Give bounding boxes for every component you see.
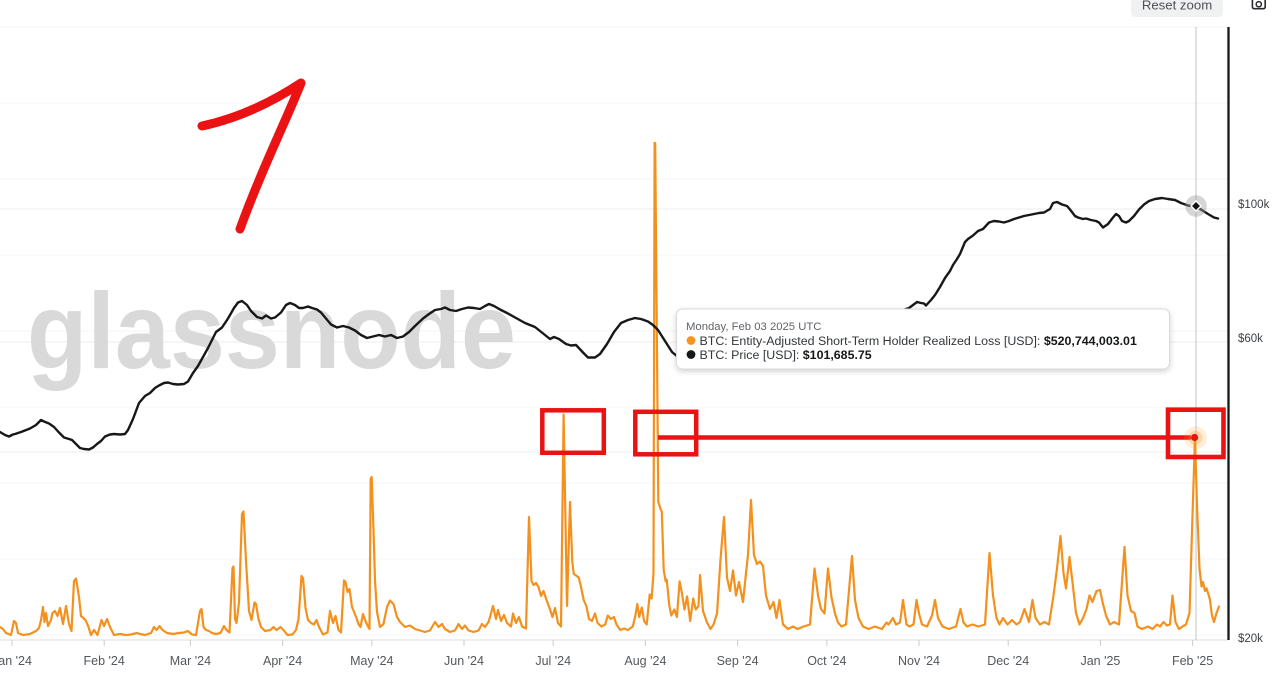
- svg-text:Sep '24: Sep '24: [717, 654, 759, 668]
- svg-text:Mar '24: Mar '24: [170, 654, 211, 668]
- svg-text:$100k: $100k: [1238, 199, 1270, 211]
- svg-text:$60k: $60k: [1238, 333, 1263, 345]
- svg-text:Jul '24: Jul '24: [535, 654, 571, 668]
- svg-text:Feb '25: Feb '25: [1172, 654, 1213, 668]
- svg-text:Apr '24: Apr '24: [263, 654, 302, 668]
- svg-text:Jan '25: Jan '25: [1080, 654, 1120, 668]
- svg-text:BTC: Entity-Adjusted Short-Ter: BTC: Entity-Adjusted Short-Term Holder R…: [700, 334, 1137, 348]
- svg-text:Feb '24: Feb '24: [84, 654, 125, 668]
- svg-text:$20k: $20k: [1238, 633, 1263, 645]
- svg-text:Oct '24: Oct '24: [807, 654, 846, 668]
- svg-text:Jun '24: Jun '24: [444, 654, 484, 668]
- svg-text:May '24: May '24: [350, 654, 393, 668]
- svg-text:BTC: Price [USD]: $101,685.75: BTC: Price [USD]: $101,685.75: [700, 348, 872, 362]
- svg-text:Reset zoom: Reset zoom: [1142, 0, 1212, 13]
- svg-text:Aug '24: Aug '24: [624, 654, 666, 668]
- svg-text:Dec '24: Dec '24: [987, 654, 1029, 668]
- svg-text:Jan '24: Jan '24: [0, 654, 32, 668]
- svg-text:glassnode: glassnode: [27, 270, 516, 391]
- svg-text:Monday, Feb 03 2025 UTC: Monday, Feb 03 2025 UTC: [686, 321, 821, 333]
- svg-text:Nov '24: Nov '24: [898, 654, 940, 668]
